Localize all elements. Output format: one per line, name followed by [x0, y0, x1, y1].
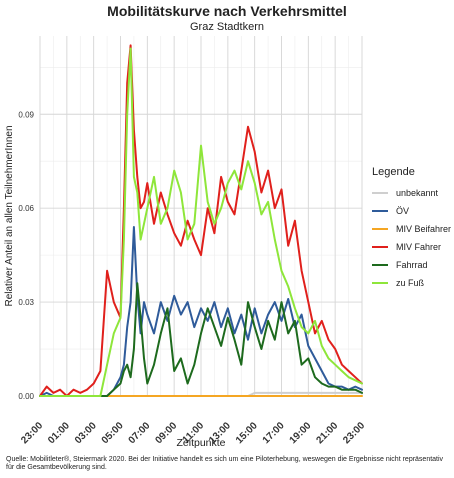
- x-tick-label: 07:00: [127, 420, 153, 446]
- legend-label: MIV Fahrer: [396, 242, 442, 252]
- x-tick-label: 21:00: [314, 420, 340, 446]
- x-tick-label: 17:00: [261, 420, 287, 446]
- x-tick-label: 03:00: [73, 420, 99, 446]
- x-tick-label: 01:00: [46, 420, 72, 446]
- x-tick-label: 23:00: [341, 420, 367, 446]
- legend-item: zu Fuß: [372, 274, 451, 292]
- legend-item: unbekannt: [372, 184, 451, 202]
- legend-item: MIV Fahrer: [372, 238, 451, 256]
- source-note: Quelle: Mobilitleter®, Steiermark 2020. …: [6, 456, 444, 471]
- y-axis-label: Relativer Anteil an allen TeilnehmerInne…: [4, 125, 15, 306]
- chart-subtitle: Graz Stadtkern: [190, 21, 264, 33]
- series-line-zu-fuss: [39, 47, 363, 397]
- legend: Legende unbekannt ÖV MIV Beifahrer MIV Fahr…: [372, 166, 451, 292]
- x-tick-label: 19:00: [288, 420, 314, 446]
- y-tick-label: 0.09: [18, 110, 34, 119]
- y-tick-label: 0.00: [18, 392, 34, 401]
- x-tick-label: 23:00: [19, 420, 45, 446]
- legend-swatch: [372, 228, 388, 230]
- legend-title: Legende: [372, 166, 415, 178]
- legend-item: Fahrrad: [372, 256, 451, 274]
- legend-swatch: [372, 210, 388, 212]
- legend-swatch: [372, 246, 388, 248]
- legend-item: MIV Beifahrer: [372, 220, 451, 238]
- y-tick-label: 0.06: [18, 204, 34, 213]
- legend-label: MIV Beifahrer: [396, 224, 452, 234]
- x-axis-label: Zeitpunkte: [176, 437, 225, 449]
- y-tick-label: 0.03: [18, 298, 34, 307]
- legend-swatch: [372, 264, 388, 266]
- x-tick-label: 15:00: [234, 420, 260, 446]
- legend-item: ÖV: [372, 202, 451, 220]
- legend-label: ÖV: [396, 206, 410, 216]
- legend-swatch: [372, 282, 388, 284]
- chart-title: Mobilitätskurve nach Verkehrsmittel: [107, 3, 347, 19]
- legend-swatch: [372, 192, 388, 194]
- legend-label: unbekannt: [396, 188, 439, 198]
- legend-label: zu Fuß: [396, 278, 425, 288]
- legend-label: Fahrrad: [396, 260, 428, 270]
- series-line-miv-fahrer: [39, 44, 363, 397]
- x-tick-label: 05:00: [100, 420, 126, 446]
